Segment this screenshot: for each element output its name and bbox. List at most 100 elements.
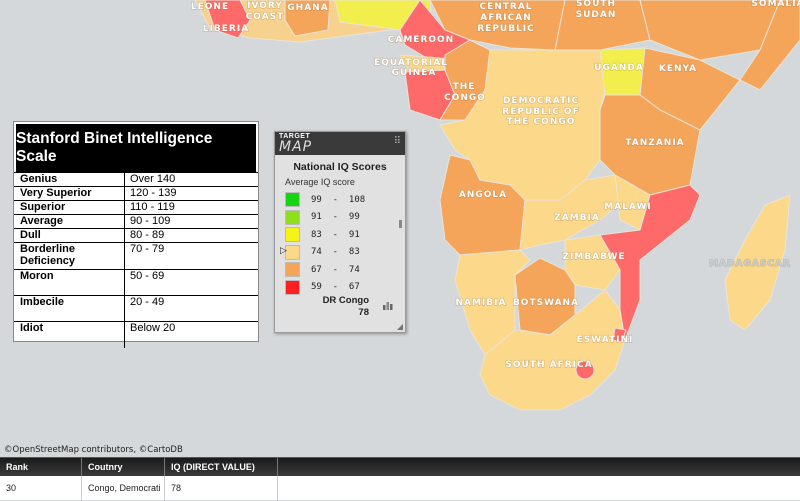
legend-item-label: 99 - 108 (311, 194, 366, 205)
sb-label: Idiot (14, 322, 125, 348)
label-drc-2: REPUBLIC OF (502, 107, 579, 117)
sb-row: Average 90 - 109 (14, 215, 258, 229)
cell-empty (278, 476, 800, 501)
country-liberia[interactable] (204, 0, 251, 39)
sb-label: Dull (14, 229, 125, 242)
label-namibia: NAMIBIA (456, 298, 507, 308)
sb-range: 50 - 69 (130, 270, 165, 282)
label-eq-guinea-2: GUINEA (392, 68, 437, 78)
label-eq-guinea-1: EQUATORIAL (374, 58, 448, 68)
sb-range: 70 - 79 (130, 243, 165, 255)
label-ivory-coast-2: COAST (246, 12, 285, 22)
country-lesotho[interactable] (575, 360, 595, 380)
sb-range: 110 - 119 (130, 201, 175, 213)
sb-label: Imbecile (14, 296, 125, 321)
sb-range: 90 - 109 (130, 215, 171, 227)
label-car-3: REPUBLIC (477, 24, 535, 34)
data-table: Rank Coutnry IQ (DIRECT VALUE) 30 Congo,… (0, 457, 800, 501)
cell-rank: 30 (0, 476, 82, 501)
label-malawi: MALAWI (604, 202, 652, 212)
legend-item[interactable]: 67 - 74 (285, 261, 405, 279)
sb-row: Very Superior 120 - 139 (14, 187, 258, 201)
label-south-africa: SOUTH AFRICA (505, 360, 592, 370)
country-botswana[interactable] (514, 257, 576, 336)
column-header-country[interactable]: Coutnry (82, 458, 165, 476)
sb-row: Borderline Deficiency 70 - 79 (14, 243, 258, 270)
legend-header[interactable]: TARGET MAP ⠿ (275, 132, 405, 155)
country-madagascar[interactable] (724, 194, 791, 331)
country-labels: LEONE IVORY COAST GHANA CENTRAL AFRICAN … (190, 0, 800, 371)
label-zambia: ZAMBIA (554, 213, 600, 223)
sb-range: 120 - 139 (130, 187, 177, 199)
label-ghana: GHANA (287, 3, 328, 13)
label-the-congo-1: THE (453, 82, 476, 92)
countries (194, 0, 800, 411)
country-ethiopia[interactable] (639, 0, 781, 61)
legend-pointer-icon: ▷ (280, 245, 287, 255)
label-uganda: UGANDA (594, 63, 644, 73)
legend-swatch (285, 209, 300, 225)
label-kenya: KENYA (659, 64, 697, 74)
sb-label: Average (14, 215, 125, 228)
label-tanzania: TANZANIA (625, 138, 684, 148)
legend-item-label: 74 - 83 (311, 247, 360, 258)
legend-item[interactable]: 59 - 67 (285, 279, 405, 297)
legend-item[interactable]: 91 - 99 (285, 209, 405, 227)
label-eswatini: ESWATINI (577, 335, 634, 345)
sb-row: Idiot Below 20 (14, 322, 258, 348)
label-car-1: CENTRAL (479, 2, 532, 12)
legend-scrollbar[interactable] (399, 220, 402, 228)
stanford-binet-rows: Genius Over 140 Very Superior 120 - 139 Su… (14, 172, 258, 348)
sb-label: Genius (14, 173, 125, 186)
legend-items: 99 - 108 91 - 99 83 - 91 74 - 83 67 - 74… (285, 191, 405, 296)
label-south-sudan-2: SUDAN (576, 10, 617, 20)
country-south-africa[interactable] (479, 289, 626, 411)
legend-swatch (285, 227, 300, 243)
cell-iq: 78 (165, 476, 278, 501)
map-attribution[interactable]: ©OpenStreetMap contributors, ©CartoDB (4, 445, 183, 455)
sb-label: Very Superior (14, 187, 125, 200)
column-header-rank[interactable]: Rank (0, 458, 82, 476)
country-mozambique[interactable] (599, 184, 701, 342)
legend-item[interactable]: 74 - 83 (285, 244, 405, 262)
country-eswatini[interactable] (612, 327, 627, 343)
label-the-congo-2: CONGO (444, 93, 486, 103)
legend-swatch (285, 262, 300, 278)
stanford-binet-title: Stanford Binet Intelligence Scale (14, 122, 258, 172)
table-header: Rank Coutnry IQ (DIRECT VALUE) (0, 457, 800, 476)
sb-row: Imbecile 20 - 49 (14, 296, 258, 322)
stanford-binet-table: Stanford Binet Intelligence Scale Genius… (13, 121, 259, 348)
country-zambia[interactable] (519, 174, 631, 251)
sb-label: Moron (14, 270, 125, 295)
label-somalia: SOMALIA (751, 0, 800, 9)
legend-subtitle: Average IQ score (285, 177, 355, 187)
selected-country-name: DR Congo (322, 295, 369, 306)
table-row[interactable]: 30 Congo, Democrati 78 (0, 476, 800, 501)
sb-label: Superior (14, 201, 125, 214)
label-ivory-coast-1: IVORY (247, 1, 283, 11)
legend-item[interactable]: 99 - 108 (285, 191, 405, 209)
legend-item[interactable]: 83 - 91 (285, 226, 405, 244)
sb-row: Superior 110 - 119 (14, 201, 258, 215)
sb-range: Below 20 (130, 322, 176, 334)
cell-country: Congo, Democrati (82, 476, 165, 501)
sb-row: Dull 80 - 89 (14, 229, 258, 243)
sb-range: Over 140 (130, 173, 176, 185)
country-ghana[interactable] (284, 0, 331, 37)
sb-range: 80 - 89 (130, 229, 165, 241)
legend-item-label: 59 - 67 (311, 282, 360, 293)
country-somalia[interactable] (739, 0, 800, 91)
label-leone: LEONE (191, 2, 229, 12)
country-south-sudan[interactable] (554, 0, 651, 51)
label-zimbabwe: ZIMBABWE (562, 252, 625, 262)
legend-panel[interactable]: TARGET MAP ⠿ National IQ Scores Average … (274, 131, 406, 333)
label-angola: ANGOLA (459, 190, 507, 200)
resize-handle-icon[interactable]: ◢ (396, 322, 403, 331)
label-drc-3: THE CONGO (507, 117, 576, 127)
drag-grip-icon[interactable]: ⠿ (393, 136, 401, 147)
column-header-iq[interactable]: IQ (DIRECT VALUE) (165, 458, 278, 476)
sb-range: 20 - 49 (130, 296, 165, 308)
bar-chart-icon[interactable] (383, 300, 393, 310)
legend-swatch (285, 192, 300, 208)
label-liberia: LIBERIA (203, 24, 249, 34)
